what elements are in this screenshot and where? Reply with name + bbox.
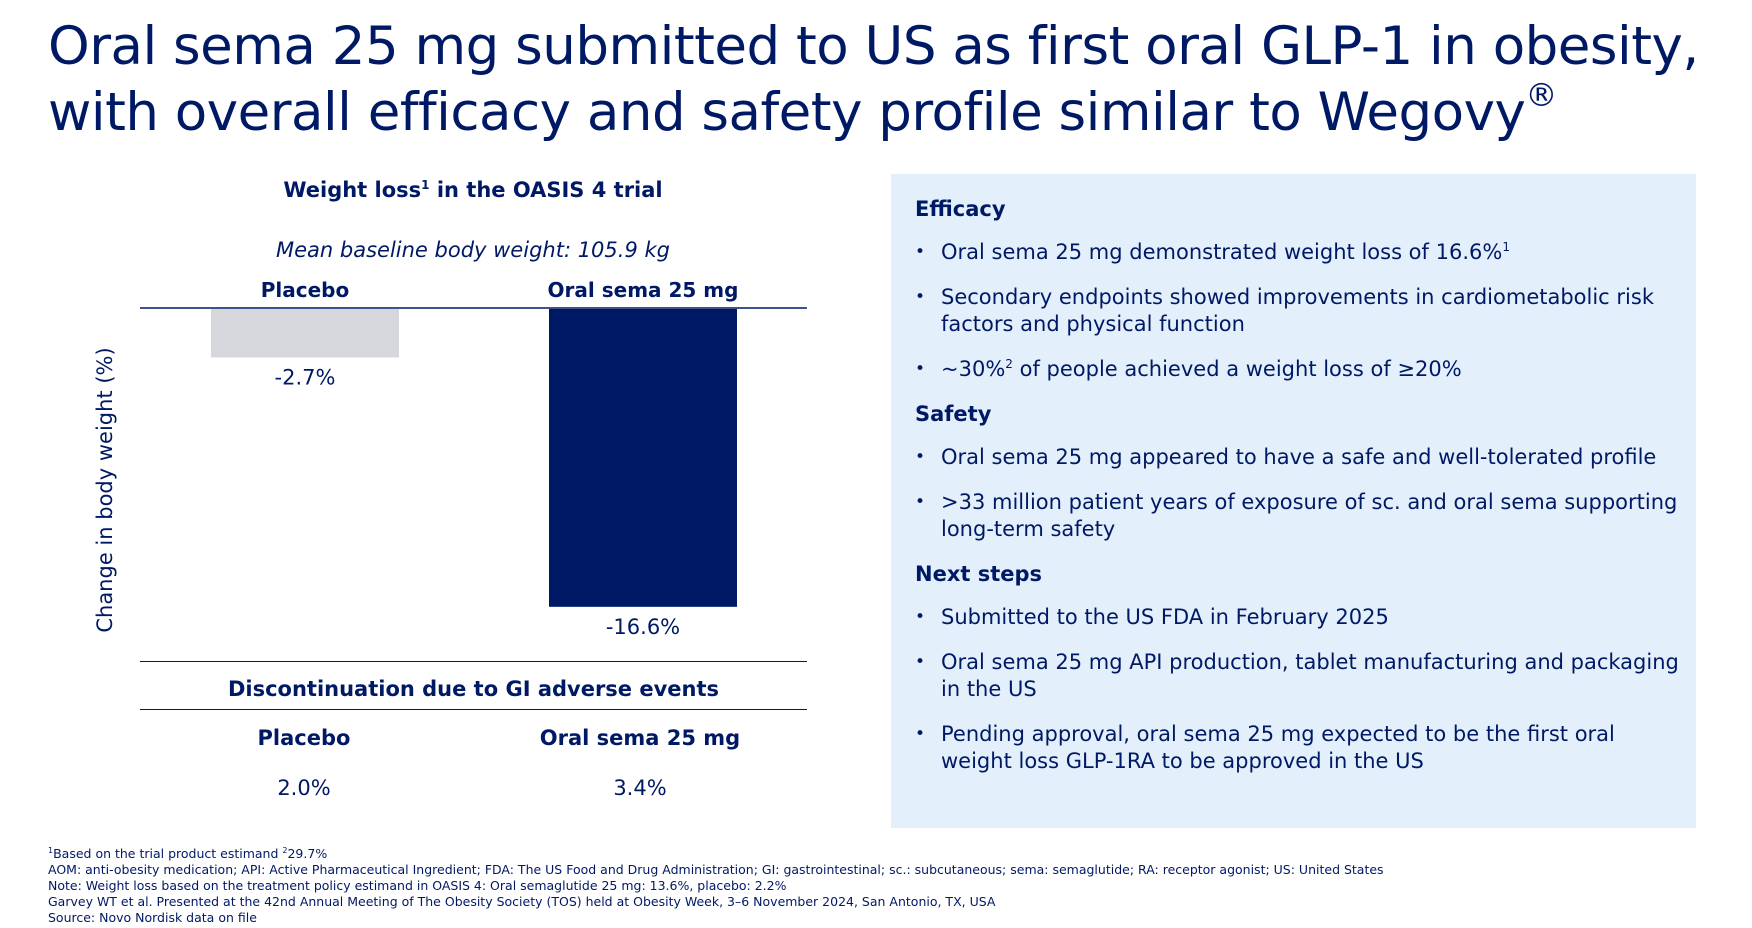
next-steps-bullet-3: Pending approval, oral sema 25 mg expect…: [915, 721, 1685, 775]
footnote-1-marker: 1: [48, 846, 54, 855]
chart-title-text: Weight loss: [283, 178, 422, 202]
discontinuation-placebo-value: 2.0%: [277, 776, 331, 800]
discontinuation-oral-sema-value: 3.4%: [613, 776, 667, 800]
next-steps-bullet-2: Oral sema 25 mg API production, tablet m…: [915, 649, 1685, 703]
value-label-placebo: -2.7%: [275, 365, 336, 389]
next-steps-bullet-1: Submitted to the US FDA in February 2025: [915, 604, 1685, 631]
chart-subtitle: Mean baseline body weight: 105.9 kg: [276, 238, 670, 262]
footnotes: 1Based on the trial product estimand 229…: [48, 846, 1708, 926]
chart-title-suffix: in the OASIS 4 trial: [429, 178, 663, 202]
safety-bullet-1: Oral sema 25 mg appeared to have a safe …: [915, 444, 1685, 471]
footnote-1: 1Based on the trial product estimand 229…: [48, 846, 1708, 862]
slide-title-line-1: Oral sema 25 mg submitted to US as first…: [48, 16, 1699, 77]
slide-title-line-2: with overall efficacy and safety profile…: [48, 79, 1708, 146]
efficacy-heading: Efficacy: [915, 197, 1006, 221]
slide-title-line-2-text: with overall efficacy and safety profile…: [48, 82, 1526, 143]
discontinuation-top-rule: [140, 661, 807, 662]
safety-bullet-2: >33 million patient years of exposure of…: [915, 489, 1685, 543]
summary-panel-content: Efficacy Oral sema 25 mg demonstrated we…: [915, 196, 1685, 793]
discontinuation-title: Discontinuation due to GI adverse events: [227, 677, 720, 701]
footnote-2-text: 29.7%: [287, 846, 328, 861]
efficacy-bullet-3-post: of people achieved a weight loss of ≥20%: [1012, 357, 1462, 381]
estimand-note: Note: Weight loss based on the treatment…: [48, 878, 787, 893]
registered-mark: ®: [1525, 76, 1557, 114]
chart-title-footnote-ref: 1: [421, 178, 430, 192]
category-label-oral-sema: Oral sema 25 mg: [548, 278, 739, 302]
discontinuation-placebo-header: Placebo: [257, 726, 351, 750]
efficacy-bullet-3-pre: ~30%: [941, 357, 1006, 381]
efficacy-list: Oral sema 25 mg demonstrated weight loss…: [915, 239, 1685, 383]
slide-title: Oral sema 25 mg submitted to US as first…: [48, 14, 1708, 146]
chart-title: Weight loss1 in the OASIS 4 trial: [138, 178, 808, 202]
bar-oral-sema: [549, 309, 737, 607]
bar-placebo: [211, 309, 399, 358]
efficacy-bullet-2: Secondary endpoints showed improvements …: [915, 284, 1685, 338]
abbreviations-note: AOM: anti-obesity medication; API: Activ…: [48, 862, 1384, 877]
reference-note: Garvey WT et al. Presented at the 42nd A…: [48, 894, 996, 909]
safety-heading: Safety: [915, 402, 992, 426]
discontinuation-oral-sema-header: Oral sema 25 mg: [539, 726, 741, 750]
category-label-placebo: Placebo: [261, 278, 350, 302]
next-steps-heading: Next steps: [915, 562, 1043, 586]
footnote-2-marker: 2: [282, 846, 288, 855]
safety-list: Oral sema 25 mg appeared to have a safe …: [915, 444, 1685, 543]
efficacy-bullet-1-text: Oral sema 25 mg demonstrated weight loss…: [941, 240, 1503, 264]
efficacy-bullet-3-footnote-ref: 2: [1005, 357, 1013, 371]
efficacy-bullet-1-footnote-ref: 1: [1502, 240, 1510, 254]
value-label-oral-sema: -16.6%: [606, 615, 680, 639]
weight-loss-bar-chart: Change in body weight (%) Placebo Oral s…: [93, 278, 807, 639]
y-axis-label: Change in body weight (%): [93, 347, 117, 632]
next-steps-list: Submitted to the US FDA in February 2025…: [915, 604, 1685, 775]
efficacy-bullet-1: Oral sema 25 mg demonstrated weight loss…: [915, 239, 1685, 266]
efficacy-bullet-3: ~30%2 of people achieved a weight loss o…: [915, 356, 1685, 383]
summary-panel: Efficacy Oral sema 25 mg demonstrated we…: [891, 174, 1696, 828]
discontinuation-bottom-rule: [140, 709, 807, 710]
source-note: Source: Novo Nordisk data on file: [48, 910, 257, 925]
footnote-1-text: Based on the trial product estimand: [53, 846, 283, 861]
